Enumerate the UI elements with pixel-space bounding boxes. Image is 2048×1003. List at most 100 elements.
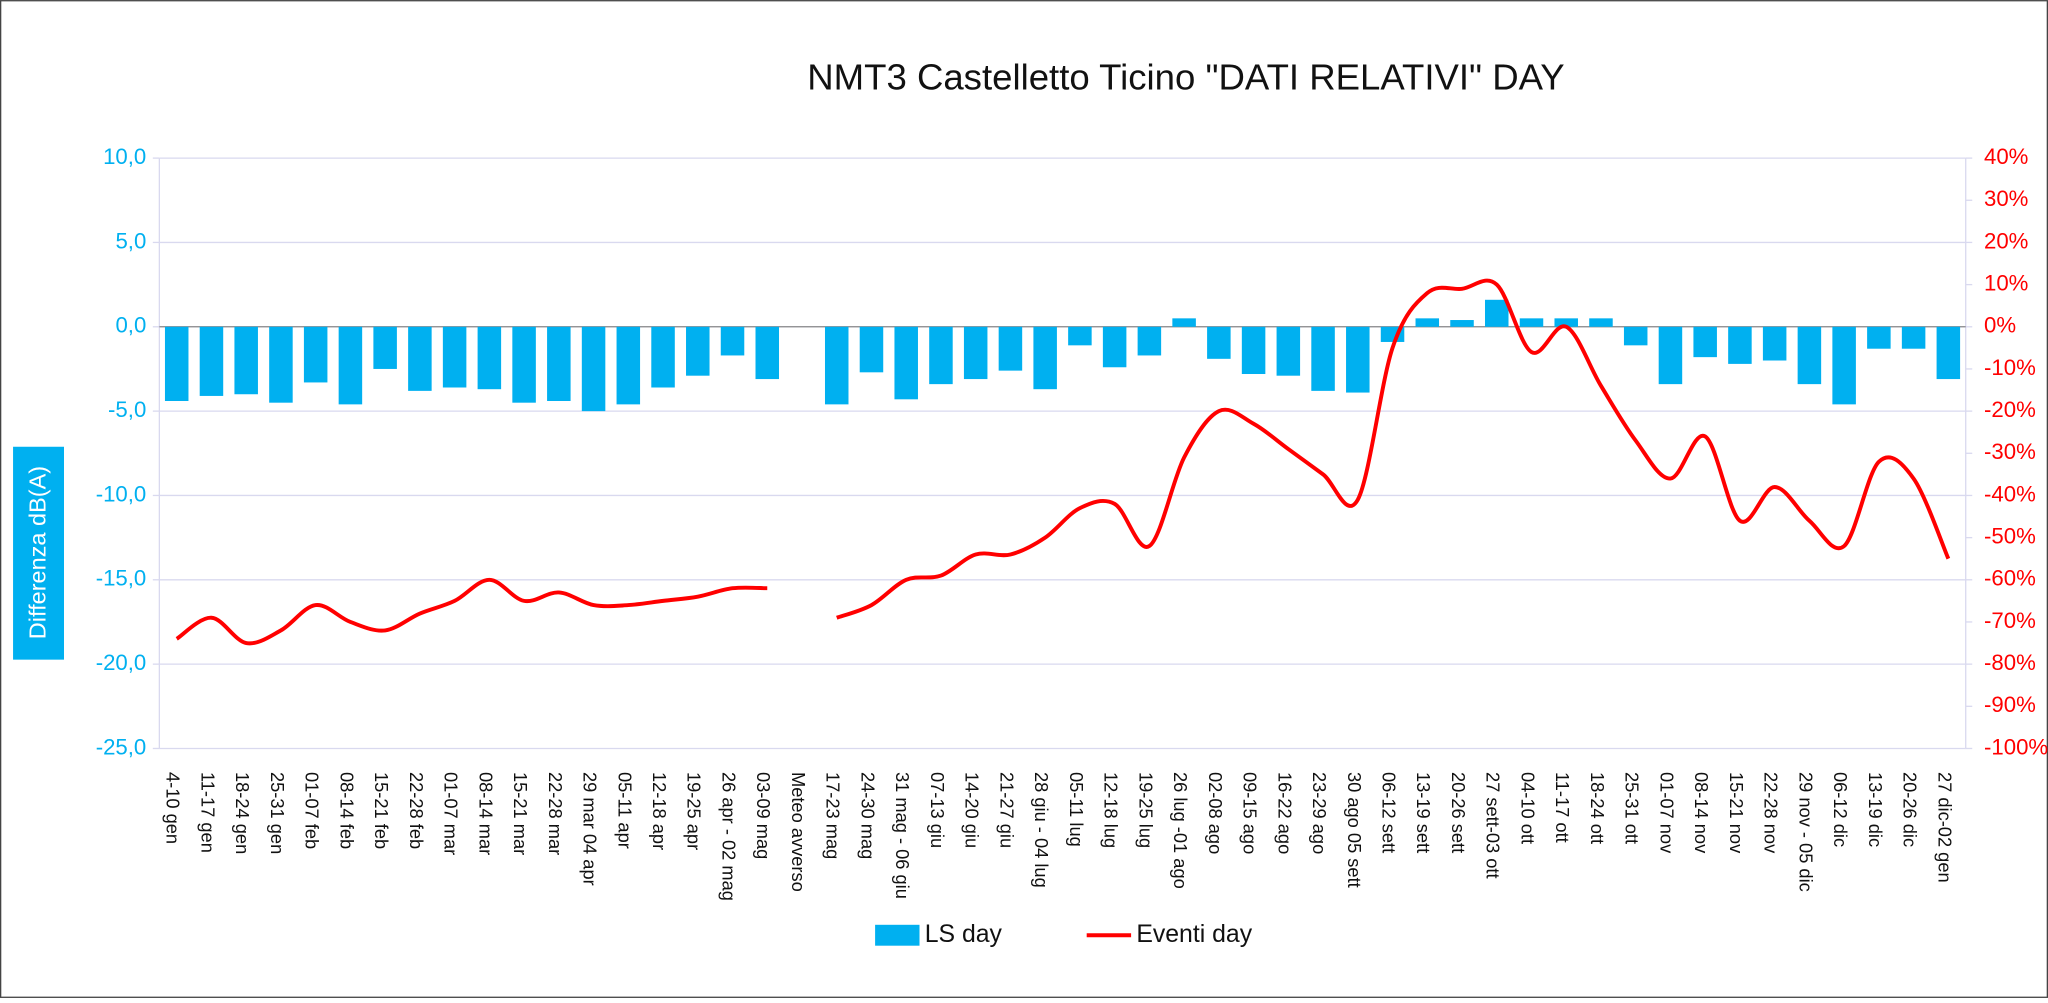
y-label-box — [13, 446, 64, 660]
bar — [1797, 326, 1822, 385]
bar — [686, 326, 710, 376]
bar — [1068, 326, 1092, 346]
x-tick-label: 16-22 ago — [1274, 772, 1295, 854]
x-tick-label: 26 lug -01 ago — [1170, 772, 1191, 889]
x-tick-label: 13-19 dic — [1865, 772, 1886, 847]
x-tick-label: 20-26 sett — [1448, 772, 1469, 853]
x-tick-label: 04-10 ott — [1517, 772, 1538, 844]
legend-label: Eventi day — [1136, 921, 1252, 948]
x-tick-label: 19-25 apr — [684, 772, 705, 850]
y2-tick-label: -10% — [1984, 355, 2036, 380]
bar — [512, 326, 536, 403]
x-tick-label: 01-07 feb — [302, 772, 323, 849]
bar — [963, 326, 988, 380]
x-tick-label: 07-13 giu — [927, 772, 948, 848]
bar — [1901, 326, 1926, 349]
x-tick-label: 08-14 mar — [475, 772, 496, 855]
x-tick-label: 05-11 apr — [614, 772, 635, 849]
legend-swatch — [875, 924, 920, 946]
bar — [373, 326, 397, 369]
x-tick-label: 02-08 ago — [1205, 772, 1226, 854]
bar — [1693, 326, 1717, 358]
y2-tick-label: 40% — [1984, 144, 2028, 169]
y2-tick-label: -100% — [1984, 734, 2048, 759]
bar — [477, 326, 502, 390]
x-tick-label: 25-31 ott — [1622, 772, 1643, 844]
bar — [1762, 326, 1787, 361]
bar — [1867, 326, 1891, 349]
bar — [1450, 320, 1474, 327]
y2-tick-label: -40% — [1984, 481, 2036, 506]
bar — [581, 326, 606, 412]
x-tick-label: 08-14 feb — [336, 772, 357, 849]
x-tick-label: 11-17 gen — [197, 772, 218, 853]
x-tick-label: 01-07 mar — [441, 772, 462, 855]
y2-tick-label: -50% — [1984, 523, 2036, 548]
y-axis-label: Differenza dB(A) — [24, 466, 50, 639]
y-tick-label: -25,0 — [96, 734, 147, 759]
chart-title: NMT3 Castelletto Ticino "DATI RELATIVI" … — [807, 56, 1564, 97]
x-tick-label: 27 dic-02 gen — [1934, 772, 1955, 883]
bar — [547, 326, 571, 401]
y2-tick-label: 20% — [1984, 228, 2028, 253]
bar — [234, 326, 258, 395]
x-tick-label: 22-28 nov — [1761, 772, 1782, 854]
bar — [1623, 326, 1648, 346]
x-tick-label: 18-24 gen — [232, 772, 253, 854]
bar — [1415, 318, 1440, 327]
y-tick-label: 10,0 — [103, 144, 146, 169]
x-tick-label: 15-21 nov — [1726, 772, 1747, 854]
bar — [1519, 318, 1544, 327]
bar — [998, 326, 1023, 371]
bar — [824, 326, 849, 405]
x-tick-label: 06-12 sett — [1378, 772, 1399, 853]
x-tick-label: 17-23 mag — [823, 772, 844, 859]
bar — [164, 326, 189, 401]
bar — [1033, 326, 1057, 390]
bar — [1484, 299, 1509, 327]
bar — [442, 326, 467, 388]
bar — [338, 326, 363, 405]
y2-tick-label: -60% — [1984, 566, 2036, 591]
bar — [408, 326, 432, 391]
x-tick-label: 15-21 mar — [510, 772, 531, 855]
bar — [894, 326, 918, 400]
x-tick-label: 11-17 ott — [1552, 772, 1573, 843]
x-tick-label: 28 giu - 04 lug — [1031, 772, 1052, 888]
x-tick-label: 12-18 apr — [649, 772, 670, 850]
y2-tick-label: -80% — [1984, 650, 2036, 675]
x-tick-label: 29 nov - 05 dic — [1795, 772, 1816, 892]
x-tick-label: 26 apr - 02 mag — [718, 772, 739, 901]
bar — [199, 326, 224, 396]
bar — [1728, 326, 1752, 364]
bar — [859, 326, 884, 373]
x-tick-label: 09-15 ago — [1240, 772, 1261, 854]
x-tick-label: 05-11 lug — [1066, 772, 1087, 847]
x-tick-label: 08-14 nov — [1691, 772, 1712, 854]
x-tick-label: 12-18 lug — [1101, 772, 1122, 848]
x-tick-label: 06-12 dic — [1830, 772, 1851, 847]
bar — [1207, 326, 1231, 359]
bar — [1658, 326, 1683, 385]
bar — [616, 326, 641, 405]
bar — [1346, 326, 1370, 393]
y-tick-label: 5,0 — [115, 228, 146, 253]
x-tick-label: 18-24 ott — [1587, 772, 1608, 844]
y2-tick-label: -90% — [1984, 692, 2036, 717]
bar — [929, 326, 953, 385]
x-tick-label: 19-25 lug — [1135, 772, 1156, 848]
bar — [1589, 318, 1613, 327]
x-tick-label: 21-27 giu — [996, 772, 1017, 848]
x-tick-label: Meteo avverso — [788, 772, 809, 892]
y2-tick-label: 0% — [1984, 313, 2016, 338]
bar — [651, 326, 675, 388]
x-tick-label: 01-07 nov — [1656, 772, 1677, 854]
bar — [269, 326, 293, 403]
x-tick-label: 29 mar 04 apr — [580, 772, 601, 886]
bar — [720, 326, 745, 356]
bar — [303, 326, 328, 383]
y-tick-label: 0,0 — [115, 313, 146, 338]
bar — [1554, 318, 1578, 327]
